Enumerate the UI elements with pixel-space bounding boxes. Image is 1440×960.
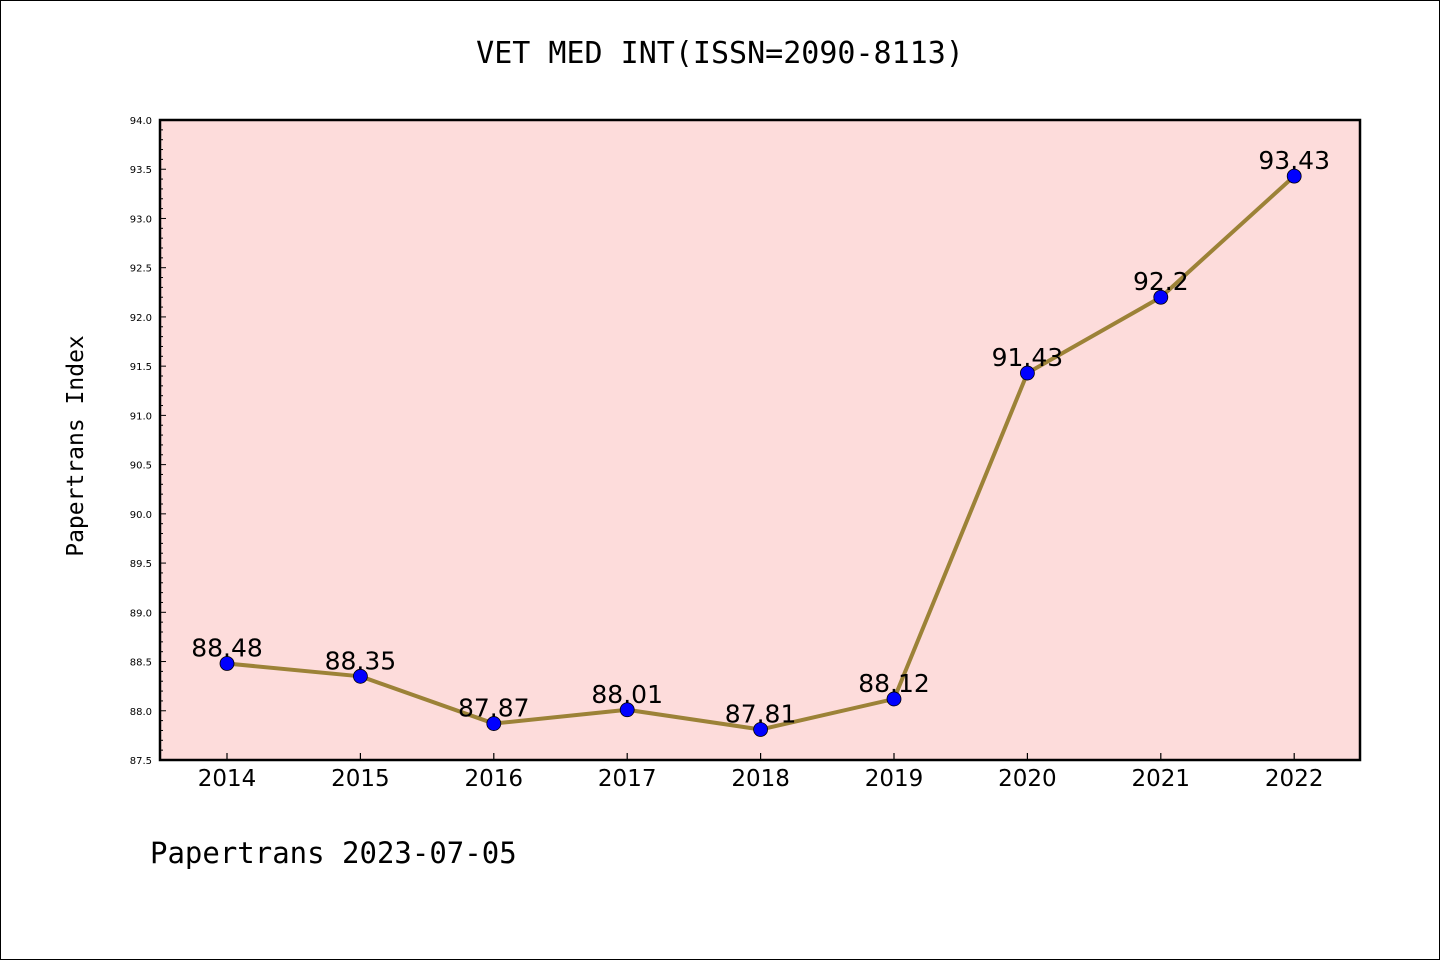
chart-title: VET MED INT(ISSN=2090-8113) bbox=[476, 36, 964, 71]
y-tick-label: 88.5 bbox=[130, 658, 152, 669]
data-label: 88.48 bbox=[191, 634, 263, 663]
y-tick-label: 90.0 bbox=[130, 510, 152, 521]
y-tick-label: 90.5 bbox=[130, 461, 152, 472]
data-point bbox=[619, 702, 635, 718]
y-tick-label: 92.0 bbox=[130, 313, 152, 324]
data-point bbox=[886, 691, 902, 707]
data-point bbox=[1020, 365, 1035, 381]
data-label: 93.43 bbox=[1258, 146, 1330, 175]
y-tick-label: 91.5 bbox=[130, 362, 152, 373]
y-tick-label: 87.5 bbox=[130, 756, 152, 767]
data-point bbox=[352, 668, 368, 684]
data-label: 88.12 bbox=[858, 669, 930, 698]
x-tick-label: 2018 bbox=[731, 766, 790, 792]
plot-area bbox=[160, 120, 1360, 760]
data-label: 87.87 bbox=[458, 694, 530, 723]
data-label: 87.81 bbox=[725, 699, 797, 728]
x-tick-label: 2022 bbox=[1265, 766, 1324, 792]
data-point bbox=[1153, 289, 1169, 305]
data-point bbox=[219, 656, 235, 671]
data-point bbox=[753, 722, 768, 737]
data-label: 88.01 bbox=[591, 680, 663, 709]
data-label: 91.43 bbox=[992, 343, 1064, 372]
x-tick-label: 2016 bbox=[465, 766, 524, 792]
x-tick-label: 2019 bbox=[865, 766, 924, 792]
y-tick-label: 92.5 bbox=[130, 264, 152, 275]
x-tick-label: 2020 bbox=[998, 766, 1057, 792]
data-point bbox=[486, 716, 502, 731]
y-tick-label: 89.0 bbox=[130, 608, 152, 619]
y-tick-label: 93.0 bbox=[130, 214, 152, 225]
y-tick-label: 91.0 bbox=[130, 411, 152, 422]
data-point bbox=[1286, 168, 1302, 184]
x-tick-label: 2017 bbox=[598, 766, 657, 792]
x-tick-label: 2021 bbox=[1132, 766, 1191, 792]
x-tick-label: 2014 bbox=[198, 766, 257, 792]
y-tick-label: 94.0 bbox=[130, 116, 152, 127]
y-tick-label: 93.5 bbox=[130, 165, 152, 176]
y-tick-label: 89.5 bbox=[130, 559, 152, 570]
footer-text: Papertrans 2023-07-05 bbox=[150, 836, 517, 870]
plot-border bbox=[158, 118, 1362, 762]
data-label: 88.35 bbox=[325, 646, 397, 675]
y-tick-label: 88.0 bbox=[130, 707, 152, 718]
data-label: 92.2 bbox=[1133, 267, 1189, 296]
x-tick-label: 2015 bbox=[331, 766, 390, 792]
